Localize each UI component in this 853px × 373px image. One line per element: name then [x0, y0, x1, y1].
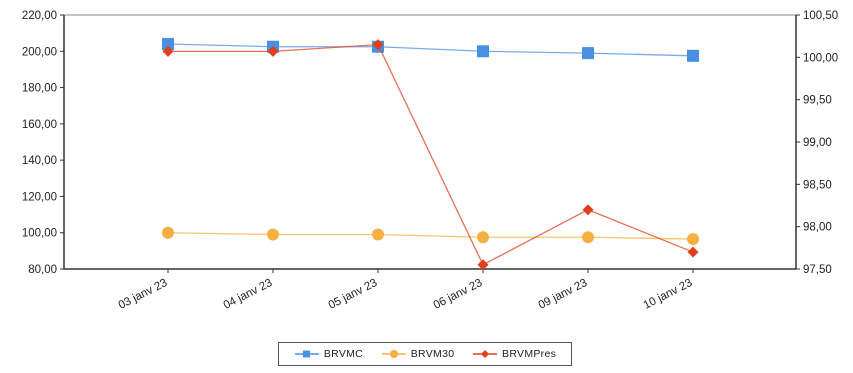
x-tick-label: 03 janv 23: [117, 277, 170, 312]
legend-swatch-brvmpres: [473, 350, 498, 358]
left-tick-label: 120,00: [22, 191, 57, 203]
left-tick-label: 200,00: [22, 46, 57, 58]
right-tick-label: 98,00: [803, 222, 832, 234]
data-point-brvmc: [687, 49, 699, 62]
right-tick-label: 97,50: [803, 264, 832, 276]
data-point-brvmpres: [267, 45, 279, 57]
data-point-brvmpres: [162, 45, 174, 57]
data-point-brvmc: [582, 47, 594, 60]
left-tick-label: 160,00: [22, 119, 57, 131]
left-tick-label: 220,00: [22, 10, 57, 22]
data-point-brvmc: [162, 38, 174, 51]
legend-swatch-brvmc: [294, 350, 319, 358]
series-line-brvmc: [167, 43, 694, 57]
data-point-brvmpres: [477, 259, 489, 271]
left-tick-label: 140,00: [22, 155, 57, 167]
x-tick-label: 10 janv 23: [642, 277, 695, 312]
series-layer: [162, 38, 699, 271]
legend-item-brvmpres: BRVMPres: [472, 348, 556, 360]
right-tick-label: 99,50: [803, 95, 832, 107]
legend-label-brvmpres: BRVMPres: [502, 348, 557, 360]
series-brvm30: [162, 226, 699, 246]
legend-swatch-brvm30: [381, 350, 406, 358]
chart-legend: BRVMC BRVM30 BRVMPres: [278, 342, 572, 366]
legend-label-brvmc: BRVMC: [323, 348, 364, 360]
data-point-brvm30: [372, 228, 384, 241]
series-line-brvmpres: [168, 43, 694, 266]
x-tick-label: 05 janv 23: [327, 277, 380, 312]
series-brvmpres: [162, 39, 699, 271]
series-line-brvm30: [167, 232, 694, 240]
series-brvmc: [162, 38, 699, 62]
right-tick-label: 100,50: [803, 10, 838, 22]
data-point-brvm30: [477, 231, 489, 244]
data-point-brvmc: [477, 45, 489, 58]
x-axis: 03 janv 23 04 janv 23 05 janv 23 06 janv 23…: [117, 269, 695, 312]
left-tick-label: 80,00: [28, 264, 57, 276]
x-tick-label: 04 janv 23: [222, 277, 275, 312]
x-tick-label: 06 janv 23: [432, 277, 485, 312]
left-tick-label: 100,00: [22, 228, 57, 240]
legend-item-brvm30: BRVM30: [381, 348, 455, 360]
x-tick-label: 09 janv 23: [537, 277, 590, 312]
data-point-brvm30: [267, 228, 279, 241]
right-y-axis: 97,50 98,00 98,50 99,00 99,50 100,00 100,50: [796, 10, 838, 276]
left-y-axis: 80,00 100,00 120,00 140,00 160,00 180,00 200,0…: [22, 10, 64, 276]
data-point-brvmpres: [687, 246, 699, 258]
left-tick-label: 180,00: [22, 83, 57, 95]
data-point-brvmpres: [582, 204, 594, 216]
legend-label-brvm30: BRVM30: [410, 348, 455, 360]
right-tick-label: 100,00: [803, 52, 838, 64]
legend-item-brvmc: BRVMC: [294, 348, 363, 360]
plot-area: [63, 14, 797, 270]
data-point-brvm30: [162, 226, 174, 239]
right-tick-label: 99,00: [803, 137, 832, 149]
data-point-brvm30: [687, 233, 699, 246]
data-point-brvmpres: [372, 39, 384, 51]
right-tick-label: 98,50: [803, 179, 832, 191]
data-point-brvm30: [582, 231, 594, 244]
